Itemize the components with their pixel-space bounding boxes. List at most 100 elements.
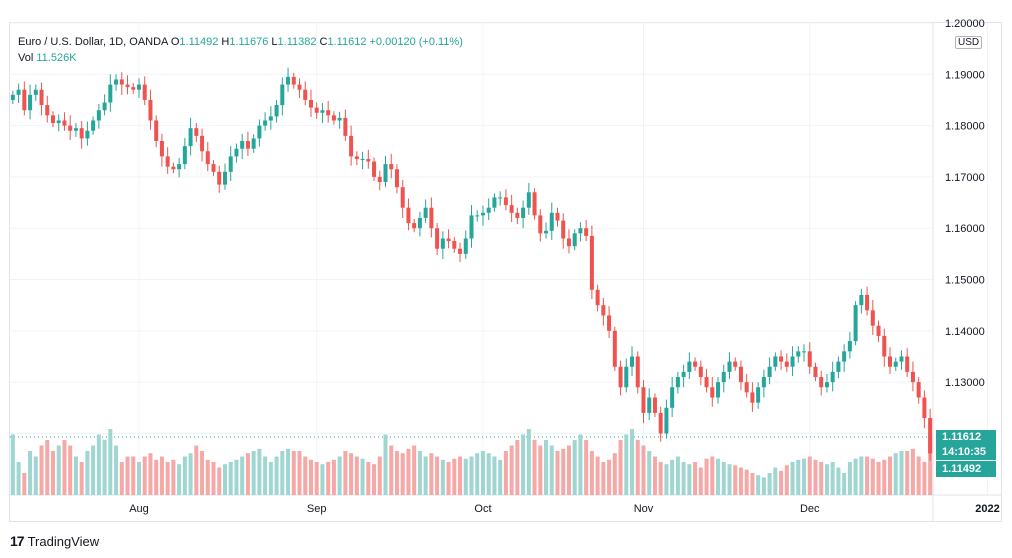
candle-body	[578, 228, 583, 234]
volume-bar	[887, 456, 893, 495]
candle-body	[549, 212, 554, 231]
volume-bar	[326, 462, 331, 495]
candle-body	[727, 361, 732, 372]
candle-body	[452, 241, 457, 249]
volume-bar	[429, 453, 434, 495]
volume-bar	[647, 451, 652, 495]
candle-body	[738, 366, 743, 383]
volume-bar	[50, 451, 56, 495]
candle-body	[876, 325, 881, 336]
x-tick-label: Aug	[129, 503, 149, 515]
volume-bar	[761, 477, 766, 495]
candle-body	[165, 156, 170, 167]
candle-body	[234, 148, 239, 157]
volume-bar	[572, 440, 577, 495]
volume-bar	[922, 462, 927, 495]
volume-bar	[652, 456, 657, 495]
candle-body	[16, 89, 21, 95]
candle-body	[750, 392, 755, 403]
volume-bar	[641, 445, 646, 495]
volume-bar	[412, 445, 417, 495]
volume-bar	[96, 434, 101, 495]
candle-body	[847, 341, 852, 352]
volume-bar	[177, 464, 182, 495]
volume-bar	[842, 473, 847, 495]
candle-body	[251, 138, 256, 149]
volume-bar	[819, 462, 824, 495]
tradingview-logo-icon: 17	[10, 533, 25, 549]
volume-bar	[136, 462, 141, 495]
candle-body	[824, 382, 829, 388]
volume-bar	[10, 434, 15, 495]
candle-body	[297, 84, 302, 90]
candle-body	[39, 89, 44, 106]
volume-bar	[658, 462, 663, 495]
y-axis: 1.20000 1.19000 1.18000 1.17000 1.16000 1.150…	[945, 18, 985, 440]
tradingview-brand[interactable]: 17 TradingView	[10, 533, 99, 549]
volume-bar	[119, 462, 124, 495]
volume-bar	[624, 434, 629, 495]
candle-body	[761, 377, 766, 388]
candle-body	[480, 212, 485, 216]
candle-body	[790, 356, 795, 367]
candle-body	[681, 371, 686, 377]
y-tick-label: 1.14000	[945, 326, 985, 338]
currency-button[interactable]: USD	[955, 36, 983, 49]
candle-body	[710, 387, 715, 398]
volume-bar	[532, 440, 537, 495]
candle-body	[440, 238, 445, 249]
volume-bar	[452, 458, 457, 495]
volume-bar	[555, 451, 560, 495]
volume-bar	[234, 459, 239, 495]
candle-body	[73, 128, 78, 131]
volume-bar	[475, 453, 480, 495]
grid-layer	[10, 22, 1001, 521]
volume-bar	[584, 440, 589, 495]
change-value: +0.00120 (+0.11%)	[369, 36, 463, 48]
volume-bar	[108, 429, 113, 495]
volume-bar	[675, 456, 680, 495]
candle-body	[85, 130, 90, 139]
volume-bar	[28, 451, 33, 495]
candle-body	[240, 141, 245, 149]
volume-bar	[423, 456, 428, 495]
volume-bar	[33, 456, 38, 495]
volume-bar	[738, 467, 743, 495]
symbol-name[interactable]: Euro / U.S. Dollar, 1D, OANDA	[18, 36, 168, 48]
volume-bar	[601, 462, 606, 495]
candle-body	[96, 110, 101, 121]
candle-body	[870, 310, 875, 326]
volume-bar	[389, 445, 394, 495]
y-tick-label: 1.16000	[945, 223, 985, 235]
candle-body	[618, 366, 623, 388]
candle-body	[320, 110, 325, 113]
candle-body	[263, 120, 268, 126]
volume-bar	[882, 459, 887, 495]
volume-bar	[469, 456, 474, 495]
candle-body	[280, 84, 285, 106]
volume-bar	[268, 462, 273, 495]
volume-bar	[905, 451, 910, 495]
candle-body	[429, 207, 434, 229]
candle-body	[435, 228, 440, 249]
volume-bar	[56, 445, 61, 495]
x-tick-label: Nov	[634, 503, 654, 515]
volume-bar	[687, 464, 692, 495]
candle-body	[733, 361, 738, 367]
volume-bar	[607, 459, 612, 495]
volume-bar	[102, 440, 107, 495]
volume-bar	[280, 451, 285, 495]
volume-bar	[498, 459, 503, 495]
volume-bar	[773, 467, 778, 495]
volume-bar	[899, 451, 904, 495]
volume-bar	[509, 445, 514, 495]
brand-name: TradingView	[27, 533, 100, 549]
candle-body	[326, 110, 331, 116]
volume-bar	[612, 453, 617, 495]
candle-body	[22, 89, 27, 111]
y-tick-label: 1.18000	[945, 121, 985, 133]
volume-bar	[893, 453, 898, 495]
volume-bar	[228, 462, 233, 495]
candle-body	[532, 192, 537, 216]
